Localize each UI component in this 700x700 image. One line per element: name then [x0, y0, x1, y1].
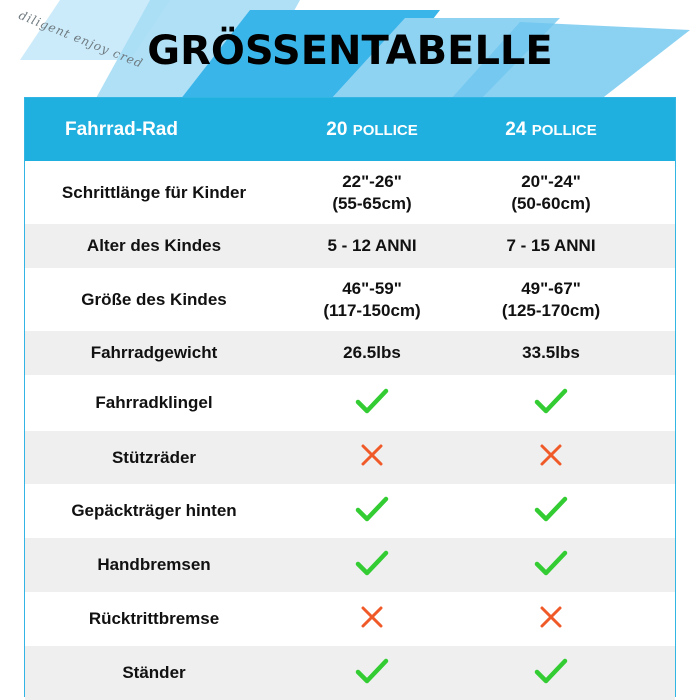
value-cell-col2	[461, 494, 641, 529]
cross-icon	[534, 440, 568, 470]
value-metric: (117-150cm)	[323, 300, 421, 320]
value-primary: 20"-24"	[521, 171, 581, 191]
row-label: Alter des Kindes	[86, 236, 222, 255]
decorative-stripes	[20, 0, 690, 100]
value-cell-col2	[461, 548, 641, 583]
value-cell-col2	[461, 602, 641, 637]
value-cell-col2	[461, 440, 641, 475]
row-label: Handbremsen	[97, 555, 211, 574]
check-icon	[534, 656, 568, 686]
table-row: Rücktrittbremse	[25, 592, 675, 646]
value-cell-col1	[283, 656, 461, 691]
value-metric: (55-65cm)	[332, 193, 412, 213]
value-cell-col1: 22"-26" (55-65cm)	[283, 171, 461, 215]
row-label: Fahrradklingel	[95, 393, 213, 412]
value-primary: 33.5lbs	[522, 343, 580, 362]
check-icon	[355, 656, 389, 686]
page-title: GRÖSSENTABELLE	[147, 28, 553, 74]
header-label: Fahrrad-Rad	[65, 118, 178, 140]
header-col-20-unit: POLLICE	[352, 121, 418, 139]
row-label: Stützräder	[111, 447, 197, 467]
cross-icon	[355, 602, 389, 632]
cross-icon	[534, 602, 568, 632]
value-cell-col2: 49"-67" (125-170cm)	[461, 278, 641, 322]
row-label: Größe des Kindes	[81, 289, 227, 309]
value-cell-col1	[283, 440, 461, 475]
value-primary: 49"-67"	[521, 278, 581, 298]
value-primary: 26.5lbs	[343, 343, 401, 362]
value-cell-col2: 7 - 15 ANNI	[461, 235, 641, 257]
value-cell-col1: 5 - 12 ANNI	[283, 235, 461, 257]
check-icon	[355, 494, 389, 524]
cross-icon	[355, 440, 389, 470]
value-primary: 22"-26"	[342, 171, 402, 191]
value-cell-col1	[283, 386, 461, 421]
table-body: Schrittlänge für Kinder 22"-26" (55-65cm) 2…	[25, 161, 675, 700]
check-icon	[534, 386, 568, 416]
value-cell-col1: 26.5lbs	[283, 342, 461, 364]
table-row: Handbremsen	[25, 538, 675, 592]
value-cell-col2: 20"-24" (50-60cm)	[461, 171, 641, 215]
value-cell-col1	[283, 602, 461, 637]
value-primary: 46"-59"	[342, 278, 402, 298]
row-label: Gepäckträger hinten	[71, 501, 237, 520]
value-primary: 5 - 12 ANNI	[327, 236, 417, 255]
row-label: Ständer	[122, 663, 186, 682]
value-cell-col2	[461, 656, 641, 691]
value-cell-col2	[461, 386, 641, 421]
header-col-24: 24 POLLICE	[461, 119, 641, 141]
header-col-24-number: 24	[505, 118, 527, 140]
row-label: Fahrradgewicht	[90, 343, 218, 362]
size-table: Fahrrad-Rad 20 POLLICE 24 POLLICE Schrit…	[24, 97, 676, 700]
value-primary: 7 - 15 ANNI	[506, 236, 596, 255]
check-icon	[355, 548, 389, 578]
header-col-20-number: 20	[326, 118, 348, 140]
value-metric: (50-60cm)	[511, 193, 591, 213]
table-row: Gepäckträger hinten	[25, 484, 675, 538]
table-row: Schrittlänge für Kinder 22"-26" (55-65cm) 2…	[25, 161, 675, 224]
check-icon	[534, 494, 568, 524]
table-header-row: Fahrrad-Rad 20 POLLICE 24 POLLICE	[25, 98, 675, 161]
value-cell-col2: 33.5lbs	[461, 342, 641, 364]
value-cell-col1	[283, 494, 461, 529]
table-row: Ständer	[25, 646, 675, 700]
header-col-20: 20 POLLICE	[283, 119, 461, 141]
row-label: Schrittlänge für Kinder	[61, 182, 247, 202]
value-cell-col1	[283, 548, 461, 583]
table-row: Größe des Kindes 46"-59" (117-150cm) 49"-67…	[25, 268, 675, 331]
header-col-24-unit: POLLICE	[531, 121, 597, 139]
table-row: Fahrradgewicht 26.5lbs 33.5lbs	[25, 331, 675, 375]
check-icon	[534, 548, 568, 578]
value-cell-col1: 46"-59" (117-150cm)	[283, 278, 461, 322]
table-row: Alter des Kindes 5 - 12 ANNI 7 - 15 ANNI	[25, 224, 675, 268]
value-metric: (125-170cm)	[501, 300, 601, 320]
row-label: Rücktrittbremse	[88, 609, 220, 628]
table-row: Fahrradklingel	[25, 375, 675, 431]
table-row: Stützräder	[25, 431, 675, 484]
check-icon	[355, 386, 389, 416]
